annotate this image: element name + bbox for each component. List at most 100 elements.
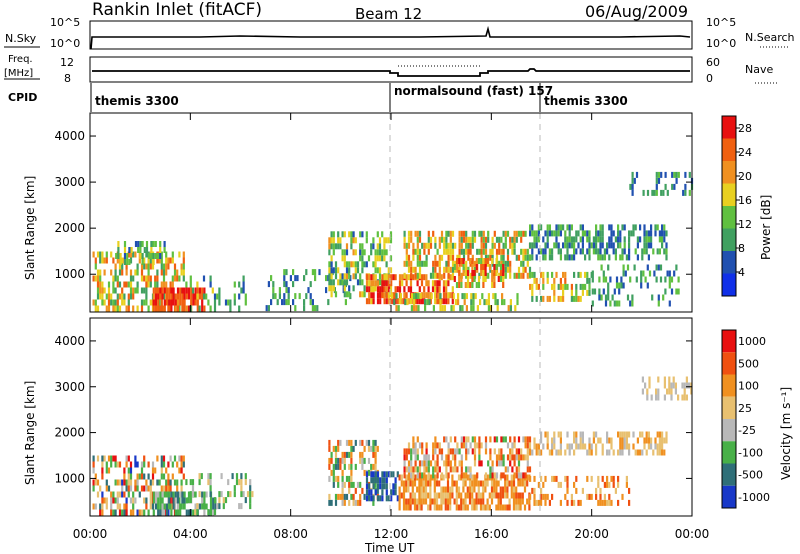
data-cell (562, 224, 565, 231)
data-cell (121, 509, 124, 516)
data-cell (145, 485, 148, 492)
data-cell (407, 448, 411, 455)
data-cell (471, 492, 474, 499)
data-cell (151, 503, 155, 510)
data-cell (436, 466, 439, 473)
data-cell (403, 448, 406, 455)
data-cell (500, 472, 503, 479)
data-cell (129, 473, 133, 480)
data-cell (446, 492, 450, 499)
data-cell (456, 466, 459, 473)
data-cell (606, 481, 609, 488)
data-cell (451, 480, 454, 487)
data-cell (185, 287, 188, 294)
data-cell (599, 248, 602, 255)
data-cell (504, 480, 507, 487)
data-cell (548, 295, 551, 302)
data-cell (233, 491, 236, 498)
data-cell (546, 271, 549, 278)
data-cell (413, 474, 417, 481)
data-cell (345, 475, 349, 482)
x-tick-label: 12:00 (374, 527, 409, 541)
data-cell (471, 254, 474, 261)
data-cell (455, 282, 459, 288)
data-cell (414, 266, 417, 273)
data-cell (438, 480, 441, 487)
data-cell (394, 274, 397, 281)
data-cell (385, 261, 388, 268)
data-cell (564, 449, 567, 456)
data-cell (499, 276, 503, 282)
data-cell (588, 289, 591, 296)
data-cell (635, 171, 639, 178)
data-cell (163, 247, 166, 253)
data-cell (490, 498, 494, 505)
data-cell (352, 493, 355, 500)
data-cell (540, 449, 543, 456)
data-cell (548, 449, 551, 456)
data-cell (477, 498, 480, 505)
data-cell (156, 253, 160, 259)
data-cell (659, 264, 663, 271)
data-cell (634, 248, 637, 255)
data-cell (465, 436, 468, 443)
data-cell (105, 503, 108, 510)
data-cell (202, 275, 206, 282)
data-cell (182, 269, 185, 276)
data-cell (123, 503, 126, 510)
data-cell (425, 292, 428, 299)
data-cell (535, 242, 538, 249)
data-cell (436, 460, 439, 467)
data-cell (361, 457, 364, 464)
data-cell (359, 493, 362, 500)
data-cell (203, 287, 206, 294)
data-cell (341, 499, 344, 506)
data-cell (157, 503, 160, 510)
data-cell (416, 486, 419, 493)
data-cell (341, 273, 344, 280)
data-cell (140, 299, 144, 306)
data-cell (504, 486, 507, 493)
data-cell (478, 454, 481, 461)
data-cell (681, 394, 684, 401)
data-cell (493, 230, 496, 237)
data-cell (180, 467, 183, 474)
data-cell (444, 486, 447, 493)
data-cell (480, 248, 483, 255)
data-cell (118, 281, 122, 288)
data-cell (379, 477, 382, 484)
data-cell (220, 473, 223, 480)
data-cell (509, 260, 512, 267)
data-cell (162, 485, 166, 492)
data-cell (416, 472, 419, 479)
data-cell (451, 242, 455, 249)
data-cell (469, 248, 472, 255)
data-cell (663, 437, 666, 444)
data-cell (548, 254, 551, 261)
data-cell (617, 481, 620, 488)
data-cell (420, 498, 423, 505)
data-cell (116, 491, 119, 498)
data-cell (407, 486, 410, 493)
data-cell (337, 463, 340, 470)
data-cell (121, 269, 124, 276)
data-cell (658, 443, 661, 450)
data-cell (303, 275, 306, 282)
data-cell (363, 445, 366, 452)
data-cell (139, 253, 142, 259)
data-cell (183, 287, 186, 294)
data-cell (136, 281, 139, 288)
data-cell (99, 293, 102, 300)
data-cell (553, 289, 556, 296)
data-cell (213, 509, 217, 516)
data-cell (458, 270, 461, 276)
data-cell (520, 448, 523, 455)
data-cell (118, 461, 122, 468)
data-cell (546, 242, 549, 249)
colorbar-segment (722, 419, 736, 442)
data-cell (430, 293, 433, 300)
data-cell (173, 263, 177, 270)
data-cell (129, 269, 133, 276)
data-cell (586, 493, 589, 500)
data-cell (506, 254, 510, 261)
